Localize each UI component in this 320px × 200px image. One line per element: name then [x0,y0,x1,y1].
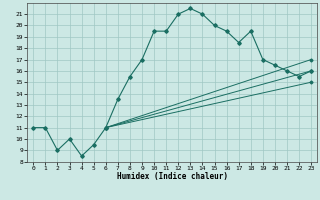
X-axis label: Humidex (Indice chaleur): Humidex (Indice chaleur) [117,172,228,181]
